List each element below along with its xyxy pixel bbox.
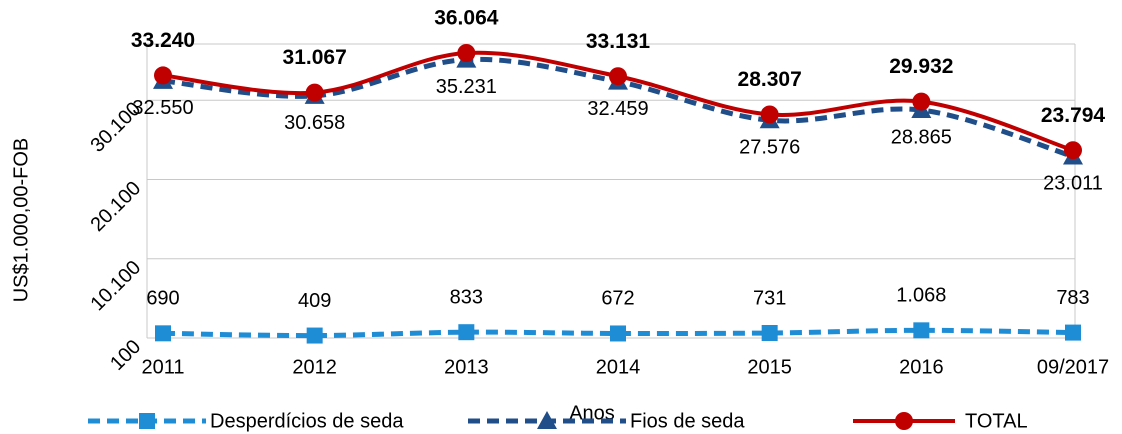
data-label: 690 bbox=[146, 288, 179, 310]
legend-marker bbox=[895, 412, 913, 430]
data-label: 31.067 bbox=[283, 46, 347, 69]
x-tick-label: 09/2017 bbox=[1037, 356, 1109, 378]
data-label: 28.865 bbox=[891, 126, 952, 148]
y-tick-label: 10.100 bbox=[86, 256, 145, 315]
data-label: 1.068 bbox=[896, 285, 946, 307]
marker bbox=[457, 44, 476, 63]
marker bbox=[458, 324, 475, 341]
marker bbox=[913, 322, 930, 339]
data-label: 29.932 bbox=[889, 55, 953, 78]
data-label: 783 bbox=[1056, 287, 1089, 309]
data-label: 672 bbox=[601, 288, 634, 310]
data-label: 409 bbox=[298, 290, 331, 312]
legend-marker bbox=[139, 413, 155, 429]
data-label: 32.459 bbox=[587, 98, 648, 120]
marker bbox=[610, 325, 626, 342]
y-tick-label: 20.100 bbox=[86, 177, 145, 236]
data-label: 23.011 bbox=[1043, 173, 1103, 195]
legend-item: Desperdícios de seda bbox=[88, 410, 404, 432]
marker bbox=[609, 67, 627, 86]
marker bbox=[760, 105, 779, 124]
x-tick-label: 2012 bbox=[292, 356, 337, 378]
legend-label: Fios de seda bbox=[630, 410, 745, 432]
marker bbox=[306, 327, 323, 344]
y-tick-label: 100 bbox=[106, 336, 145, 375]
data-label: 28.307 bbox=[738, 68, 802, 91]
marker bbox=[1064, 141, 1082, 160]
marker bbox=[1065, 324, 1081, 341]
data-label: 33.131 bbox=[586, 30, 651, 53]
data-label: 30.658 bbox=[284, 112, 345, 134]
x-tick-label: 2011 bbox=[141, 356, 184, 378]
data-label: 23.794 bbox=[1041, 104, 1106, 127]
marker bbox=[305, 83, 324, 102]
x-tick-label: 2013 bbox=[444, 356, 489, 378]
data-label: 32.550 bbox=[132, 97, 193, 119]
legend-label: TOTAL bbox=[965, 410, 1028, 432]
x-tick-label: 2016 bbox=[899, 356, 944, 378]
data-label: 36.064 bbox=[434, 7, 499, 30]
x-tick-label: 2014 bbox=[596, 356, 641, 378]
marker bbox=[155, 325, 171, 342]
legend-item: TOTAL bbox=[853, 410, 1028, 432]
marker bbox=[761, 324, 778, 341]
legend-item: Fios de seda bbox=[468, 410, 745, 432]
x-tick-label: 2015 bbox=[747, 356, 792, 378]
legend-label: Desperdícios de seda bbox=[210, 410, 404, 432]
legend-marker bbox=[537, 411, 557, 429]
data-label: 731 bbox=[753, 287, 786, 309]
data-label: 33.240 bbox=[131, 29, 195, 52]
data-label: 833 bbox=[450, 286, 483, 308]
data-label: 27.576 bbox=[739, 137, 800, 159]
marker bbox=[912, 92, 931, 111]
y-axis-title: US$1.000,00-FOB bbox=[10, 138, 32, 303]
data-label: 35.231 bbox=[436, 76, 497, 98]
marker bbox=[154, 66, 172, 85]
